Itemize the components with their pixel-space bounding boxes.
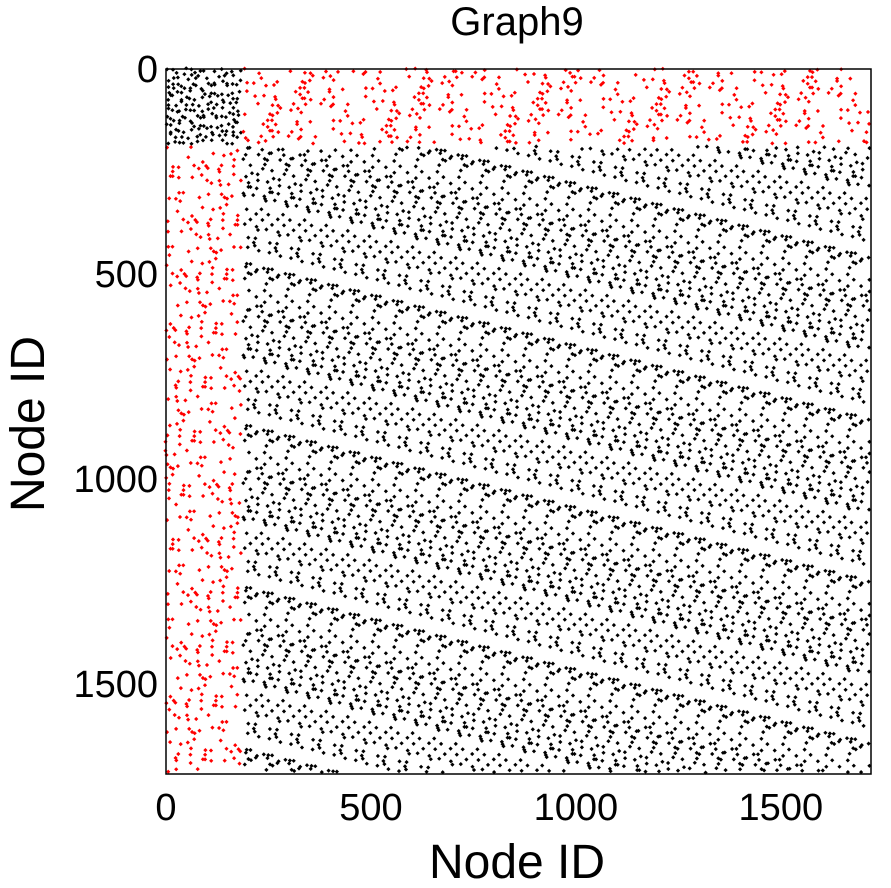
series-3-markers xyxy=(241,144,872,775)
y-axis-ticks: 0 500 1000 1500 xyxy=(73,49,158,706)
series-2-points xyxy=(163,145,243,774)
y-axis-label: Node ID xyxy=(2,336,55,512)
x-tick-label: 500 xyxy=(339,787,402,829)
x-axis-ticks: 0 500 1000 1500 xyxy=(155,787,823,829)
x-tick-label: 1000 xyxy=(534,787,619,829)
y-tick-label: 500 xyxy=(95,254,158,296)
y-tick-label: 1000 xyxy=(73,459,158,501)
series-1-markers xyxy=(241,66,872,146)
scatter-points xyxy=(163,66,872,775)
series-2-markers xyxy=(163,145,243,774)
plot-area-frame xyxy=(165,68,872,775)
x-tick-label: 1500 xyxy=(739,787,824,829)
y-tick-label: 0 xyxy=(137,49,158,91)
chart-title: Graph9 xyxy=(450,0,583,44)
y-tick-label: 1500 xyxy=(73,664,158,706)
series-3-points xyxy=(241,144,872,775)
series-0-markers xyxy=(164,66,243,146)
x-tick-label: 0 xyxy=(155,787,176,829)
series-1-points xyxy=(241,66,872,146)
series-0-points xyxy=(164,66,243,146)
x-axis-label: Node ID xyxy=(429,836,605,888)
